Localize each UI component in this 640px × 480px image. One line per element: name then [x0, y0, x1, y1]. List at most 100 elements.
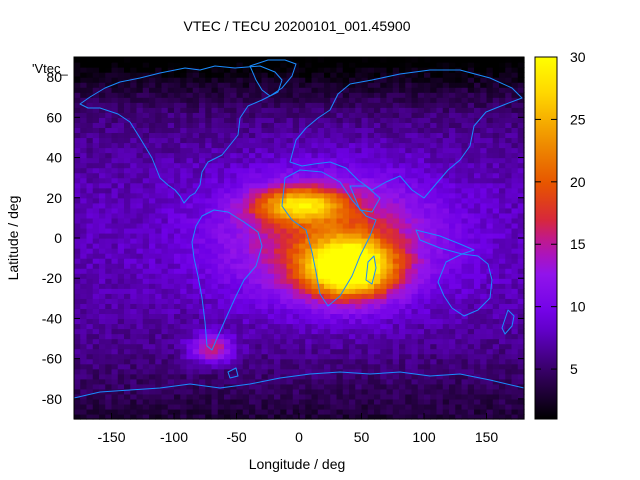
- heat-cell: [205, 82, 213, 88]
- heat-cell: [411, 298, 419, 304]
- heat-cell: [449, 82, 456, 88]
- heat-cell: [399, 278, 406, 284]
- heat-cell: [486, 413, 494, 420]
- heat-cell: [374, 202, 381, 209]
- heat-cell: [430, 363, 438, 370]
- heat-cell: [255, 112, 263, 118]
- heat-cell: [399, 253, 406, 259]
- heat-cell: [342, 368, 350, 375]
- heat-cell: [205, 97, 213, 103]
- heat-cell: [124, 238, 131, 244]
- heat-cell: [367, 348, 375, 355]
- heat-cell: [311, 97, 319, 103]
- heat-cell: [280, 243, 288, 249]
- heat-cell: [117, 82, 125, 88]
- heat-cell: [136, 278, 144, 284]
- heat-cell: [461, 162, 469, 169]
- heat-cell: [492, 152, 500, 159]
- heat-cell: [467, 87, 475, 93]
- heat-cell: [342, 207, 350, 214]
- heat-cell: [386, 72, 394, 78]
- heat-cell: [511, 122, 519, 128]
- heat-cell: [342, 238, 350, 244]
- heat-cell: [386, 328, 394, 335]
- heat-cell: [424, 373, 431, 380]
- heat-cell: [517, 162, 525, 169]
- heat-cell: [199, 72, 206, 78]
- heat-cell: [124, 378, 131, 385]
- heat-cell: [236, 333, 244, 340]
- heat-cell: [230, 177, 238, 184]
- heat-cell: [274, 167, 281, 174]
- heat-cell: [149, 263, 156, 269]
- heat-cell: [236, 313, 244, 320]
- heat-cell: [99, 263, 106, 269]
- heat-cell: [474, 227, 481, 234]
- heat-cell: [155, 293, 163, 299]
- heat-cell: [142, 187, 150, 194]
- heat-cell: [80, 393, 88, 400]
- heat-cell: [167, 232, 175, 239]
- heat-cell: [142, 353, 150, 360]
- heat-cell: [361, 338, 369, 345]
- heat-cell: [242, 368, 250, 375]
- heat-cell: [211, 258, 219, 264]
- heat-cell: [449, 227, 456, 234]
- heat-cell: [142, 263, 150, 269]
- heat-cell: [267, 217, 275, 224]
- heat-cell: [299, 258, 306, 264]
- heat-cell: [161, 413, 169, 420]
- heat-cell: [180, 222, 188, 229]
- heat-cell: [511, 323, 519, 330]
- heat-cell: [230, 373, 238, 380]
- heat-cell: [186, 313, 194, 320]
- heat-cell: [299, 388, 306, 395]
- heat-cell: [174, 363, 181, 370]
- heat-cell: [311, 222, 319, 229]
- heat-cell: [249, 268, 256, 274]
- heat-cell: [199, 268, 206, 274]
- heat-cell: [386, 253, 394, 259]
- heat-cell: [424, 393, 431, 400]
- heat-cell: [330, 348, 338, 355]
- heat-cell: [455, 263, 463, 269]
- heat-cell: [280, 162, 288, 169]
- heat-cell: [74, 132, 81, 139]
- heat-cell: [205, 358, 213, 365]
- heat-cell: [430, 373, 438, 380]
- heat-cell: [380, 388, 388, 395]
- heat-cell: [199, 182, 206, 189]
- heat-cell: [317, 263, 325, 269]
- heat-cell: [117, 192, 125, 199]
- heat-cell: [449, 288, 456, 294]
- heat-cell: [274, 323, 281, 330]
- heat-cell: [467, 348, 475, 355]
- heat-cell: [417, 167, 425, 174]
- heat-cell: [405, 238, 413, 244]
- heat-cell: [342, 197, 350, 204]
- heat-cell: [386, 82, 394, 88]
- heat-cell: [117, 172, 125, 179]
- heat-cell: [111, 212, 119, 219]
- heat-cell: [105, 333, 113, 340]
- heat-cell: [386, 268, 394, 274]
- heat-cell: [124, 388, 131, 395]
- heat-cell: [242, 238, 250, 244]
- heat-cell: [455, 303, 463, 309]
- heat-cell: [274, 348, 281, 355]
- heat-cell: [105, 92, 113, 98]
- heat-cell: [342, 182, 350, 189]
- heat-cell: [286, 222, 294, 229]
- heat-cell: [174, 283, 181, 289]
- heat-cell: [386, 97, 394, 103]
- heat-cell: [199, 318, 206, 325]
- heat-cell: [311, 253, 319, 259]
- heat-cell: [492, 398, 500, 405]
- heat-cell: [249, 243, 256, 249]
- heat-cell: [274, 77, 281, 83]
- heat-cell: [117, 157, 125, 164]
- heat-cell: [492, 217, 500, 224]
- heat-cell: [105, 172, 113, 179]
- heat-cell: [217, 72, 225, 78]
- heat-cell: [305, 258, 313, 264]
